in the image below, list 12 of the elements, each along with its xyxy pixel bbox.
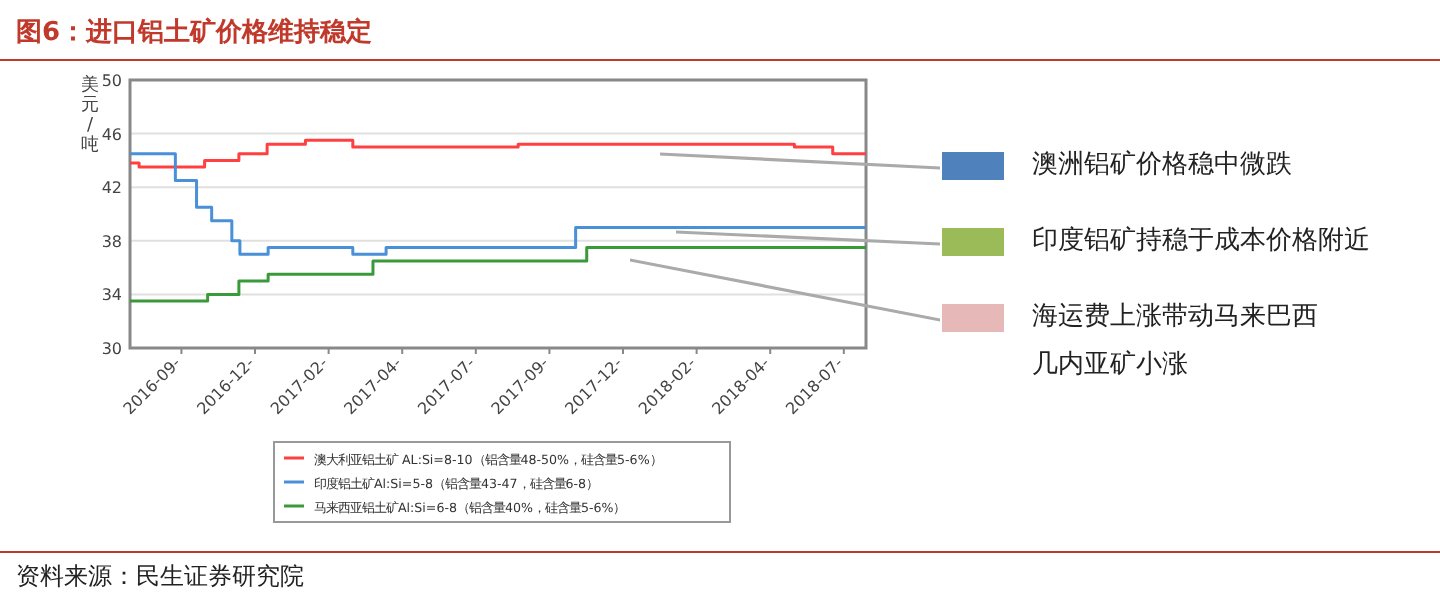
text: 印度铝矿持稳于成本价格附近	[1032, 224, 1372, 260]
text: 资料来源：民生证券研究院	[16, 560, 304, 594]
y-tick-label: 50	[101, 72, 122, 90]
y-axis-title: 美元/吨	[81, 74, 99, 156]
y-tick-label: 42	[101, 179, 122, 198]
y-tick-label: 30	[101, 340, 122, 358]
y-tick-label: 46	[101, 125, 122, 144]
chart-title: 图6：进口铝土矿价格维持稳定	[16, 16, 373, 48]
text: 澳洲铝矿价格稳中微跌	[1032, 148, 1294, 184]
text: 海运费上涨带动马来巴西几内亚矿小涨	[1032, 300, 1320, 384]
y-tick-label: 34	[101, 286, 122, 305]
y-tick-label: 38	[101, 232, 122, 251]
